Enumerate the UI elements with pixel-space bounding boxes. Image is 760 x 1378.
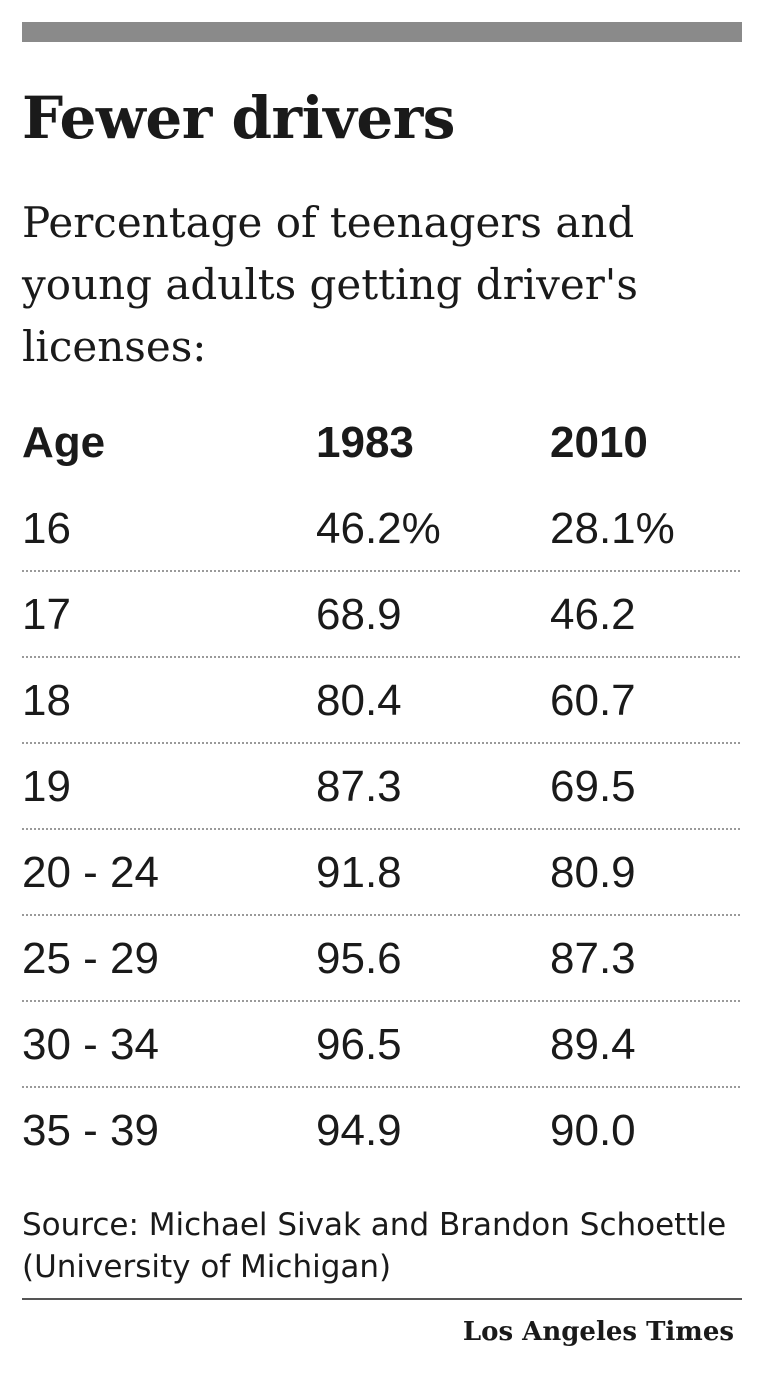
table-row: 20 - 24 91.8 80.9 [22,830,740,916]
source-note: Source: Michael Sivak and Brandon Schoet… [22,1207,727,1285]
top-rule-bar [22,22,742,42]
table-row: 17 68.9 46.2 [22,572,740,658]
chart-title: Fewer drivers [22,84,455,152]
value-1983-cell: 91.8 [316,848,402,897]
header-age: Age [22,418,106,467]
table-row: 30 - 34 96.5 89.4 [22,1002,740,1088]
value-2010-cell: 89.4 [550,1020,636,1069]
header-1983: 1983 [316,418,414,467]
value-1983-cell: 46.2% [316,504,441,553]
value-1983-cell: 94.9 [316,1106,402,1155]
value-1983-cell: 68.9 [316,590,402,639]
value-2010-cell: 28.1% [550,504,675,553]
table-row: 16 46.2% 28.1% [22,486,740,572]
age-cell: 18 [22,676,71,725]
table-row: 35 - 39 94.9 90.0 [22,1088,740,1174]
table-row: 18 80.4 60.7 [22,658,740,744]
table-row: 25 - 29 95.6 87.3 [22,916,740,1002]
value-1983-cell: 95.6 [316,934,402,983]
table-header-row: Age 1983 2010 [22,400,740,486]
value-1983-cell: 87.3 [316,762,402,811]
value-1983-cell: 80.4 [316,676,402,725]
value-2010-cell: 80.9 [550,848,636,897]
publisher-credit: Los Angeles Times [462,1317,734,1347]
age-cell: 19 [22,762,71,811]
age-cell: 35 - 39 [22,1106,159,1155]
value-2010-cell: 69.5 [550,762,636,811]
age-cell: 16 [22,504,71,553]
chart-subtitle: Percentage of teenagers and young adults… [22,198,638,371]
age-cell: 17 [22,590,71,639]
age-cell: 30 - 34 [22,1020,159,1069]
age-cell: 20 - 24 [22,848,159,897]
value-2010-cell: 60.7 [550,676,636,725]
age-cell: 25 - 29 [22,934,159,983]
value-2010-cell: 46.2 [550,590,636,639]
data-table: Age 1983 2010 16 46.2% 28.1% 17 68.9 46.2 18 80… [22,400,740,1174]
value-2010-cell: 90.0 [550,1106,636,1155]
value-2010-cell: 87.3 [550,934,636,983]
value-1983-cell: 96.5 [316,1020,402,1069]
header-2010: 2010 [550,418,648,467]
table-row: 19 87.3 69.5 [22,744,740,830]
bottom-divider [22,1298,742,1300]
